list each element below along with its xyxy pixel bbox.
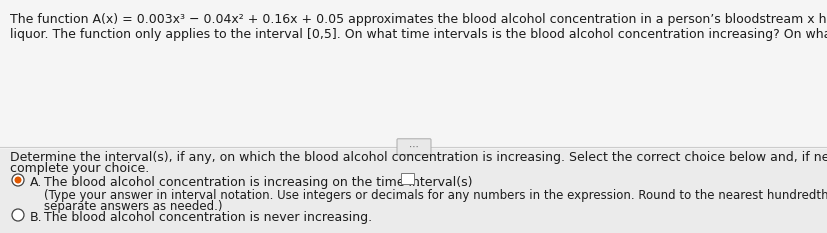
Text: complete your choice.: complete your choice. xyxy=(10,162,149,175)
Text: separate answers as needed.): separate answers as needed.) xyxy=(44,200,222,213)
FancyBboxPatch shape xyxy=(0,149,827,233)
Text: .: . xyxy=(415,176,418,189)
Text: (Type your answer in interval notation. Use integers or decimals for any numbers: (Type your answer in interval notation. … xyxy=(44,189,827,202)
Text: The function A(x) = 0.003x³ − 0.04x² + 0.16x + 0.05 approximates the blood alcoh: The function A(x) = 0.003x³ − 0.04x² + 0… xyxy=(10,13,827,26)
FancyBboxPatch shape xyxy=(401,173,414,184)
Circle shape xyxy=(12,174,24,186)
Text: liquor. The function only applies to the interval [0,5]. On what time intervals : liquor. The function only applies to the… xyxy=(10,28,827,41)
Text: The blood alcohol concentration is never increasing.: The blood alcohol concentration is never… xyxy=(44,211,371,224)
Text: The blood alcohol concentration is increasing on the time interval(s): The blood alcohol concentration is incre… xyxy=(44,176,472,189)
Text: A.: A. xyxy=(30,176,42,189)
Text: ⋯: ⋯ xyxy=(409,142,418,152)
Circle shape xyxy=(12,209,24,221)
FancyBboxPatch shape xyxy=(396,139,431,155)
FancyBboxPatch shape xyxy=(0,0,827,149)
Text: B.: B. xyxy=(30,211,42,224)
Circle shape xyxy=(15,177,22,184)
Text: Determine the interval(s), if any, on which the blood alcohol concentration is i: Determine the interval(s), if any, on wh… xyxy=(10,151,827,164)
